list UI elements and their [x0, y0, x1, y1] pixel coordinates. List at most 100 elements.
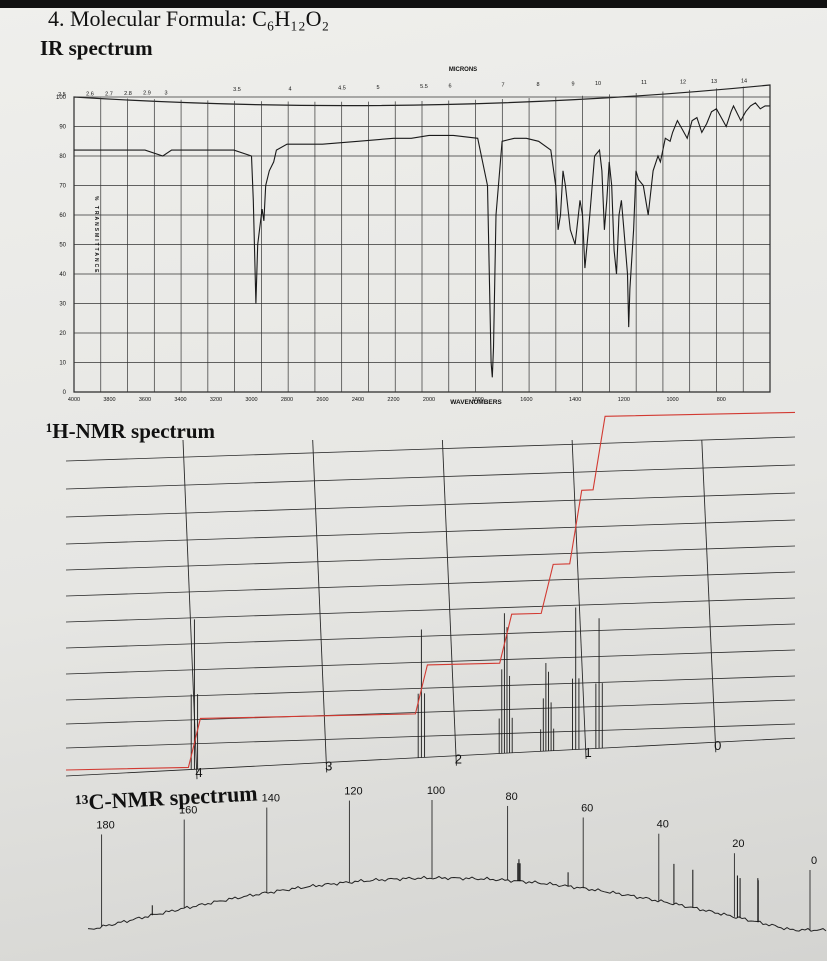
ir-micron-tick-label: 6	[448, 84, 451, 90]
c-nmr-grid	[101, 800, 811, 930]
h-nmr-h-gridline	[65, 597, 796, 623]
ir-x-tick-label: 1400	[569, 397, 581, 403]
h-nmr-tick-labels: 4 3 2 1 0	[195, 738, 721, 780]
top-dark-edge	[0, 0, 827, 8]
h-nmr-h-gridline	[65, 649, 796, 675]
h-nmr-x-tick-label: 4	[195, 765, 202, 780]
ir-micron-tick-label: 3	[164, 90, 167, 96]
ir-y-tick-label: 70	[59, 184, 66, 190]
ir-micron-tick-label: 13	[711, 79, 717, 85]
h-nmr-x-tick-label: 1	[584, 745, 591, 760]
c-nmr-baseline	[87, 875, 827, 932]
h-nmr-h-gridline	[65, 436, 796, 462]
ir-x-tick-label: 3600	[139, 397, 151, 403]
ir-x-tick-label: 3400	[174, 397, 186, 403]
ir-y-tick-label: 0	[63, 390, 67, 396]
ir-y-tick-label: 30	[59, 302, 66, 308]
ir-y-tick-label: 60	[59, 213, 66, 219]
c-nmr-x-tick-label: 160	[179, 805, 197, 817]
ir-micron-tick-label: 8	[536, 82, 539, 88]
h-nmr-h-gridline	[65, 699, 796, 725]
ir-micron-tick-label: 2.9	[143, 91, 151, 97]
h-nmr-h-gridline	[65, 545, 796, 571]
ir-micron-tick-label: 5	[376, 85, 379, 91]
ir-y-tick-label: 80	[59, 154, 66, 160]
ir-x-tick-label: 1000	[666, 397, 678, 403]
c-nmr-x-tick-label: 100	[427, 785, 445, 797]
ir-y-tick-label: 10	[59, 361, 66, 367]
ir-micron-tick-label: 2.7	[105, 91, 113, 97]
ir-grid	[73, 84, 771, 393]
ir-micron-tick-label: 12	[680, 80, 686, 86]
c-nmr-x-tick-label: 20	[732, 838, 744, 850]
ir-micron-tick-label: 11	[641, 80, 647, 86]
c-nmr-x-tick-label: 80	[505, 791, 517, 803]
ir-x-tick-label: 1800	[472, 397, 484, 403]
ir-series-line	[74, 102, 770, 378]
ir-micron-tick-label: 2.6	[86, 92, 94, 98]
h-nmr-h-gridline	[65, 492, 796, 518]
c-nmr-x-tick-label: 180	[96, 819, 114, 831]
ir-x-tick-label: 2000	[423, 397, 435, 403]
h-nmr-x-tick-label: 0	[714, 738, 721, 753]
h-nmr-h-gridline	[65, 571, 796, 597]
h-nmr-v-gridline	[701, 439, 717, 753]
ir-x-tick-label: 4000	[68, 397, 80, 403]
ir-x-tick-label: 3200	[210, 397, 222, 403]
ir-y-tick-label: 40	[59, 272, 66, 278]
ir-micron-tick-label: 2.5	[58, 92, 66, 98]
h-nmr-integral-curve	[65, 411, 796, 771]
ir-micron-tick-label: 4	[288, 86, 291, 92]
ir-micron-tick-label: 10	[595, 81, 601, 87]
ir-x-tick-label: 3000	[245, 397, 257, 403]
ir-y-tick-label: 100	[56, 95, 67, 101]
h-nmr-h-gridline	[65, 675, 796, 701]
h-nmr-peaks	[190, 607, 603, 770]
h-nmr-x-tick-label: 2	[455, 752, 462, 767]
h-nmr-h-gridline	[65, 723, 796, 749]
ir-microns-label: MICRONS	[449, 67, 477, 73]
ir-x-tick-label: 2800	[281, 397, 293, 403]
ir-y-tick-label: 20	[59, 331, 66, 337]
ir-micron-tick-label: 4.5	[338, 85, 346, 91]
ir-micron-tick-label: 14	[741, 78, 747, 84]
ir-spectrum-title: IR spectrum	[40, 36, 153, 60]
ir-x-tick-label: 1200	[618, 397, 630, 403]
ir-micron-tick-label: 7	[501, 83, 504, 89]
h-nmr-h-gridline	[65, 623, 796, 649]
c-nmr-peaks	[151, 859, 759, 923]
ir-x-tick-label: 2200	[387, 397, 399, 403]
c-nmr-x-tick-label: 60	[581, 802, 593, 814]
h-nmr-x-tick-label: 3	[325, 758, 332, 773]
h-nmr-v-gridline	[312, 439, 328, 773]
ir-x-axis-label: WAVENUMBERS	[450, 399, 502, 406]
ir-y-axis-label: % TRANSMITTANCE	[93, 196, 99, 275]
ir-x-tick-label: 3800	[103, 397, 115, 403]
c-nmr-x-tick-label: 0	[811, 855, 817, 867]
c-nmr-x-tick-label: 140	[262, 793, 280, 805]
question-title: 4. Molecular Formula: C₆H₁₂O₂	[48, 6, 330, 31]
h-nmr-grid	[65, 436, 796, 780]
ir-micron-tick-label: 5.5	[420, 84, 428, 90]
h-nmr-baseline	[65, 737, 796, 777]
ir-x-tick-label: 2400	[352, 397, 364, 403]
c-nmr-tick-labels: 180 160 140 120 100 80 60 40 20 0	[96, 785, 817, 867]
h-nmr-spectrum-title: ¹H-NMR spectrum	[46, 419, 216, 443]
h-nmr-h-gridline	[65, 464, 796, 490]
c-nmr-x-tick-label: 120	[344, 786, 362, 798]
ir-x-tick-label: 800	[717, 397, 726, 403]
ir-x-tick-label: 1600	[520, 397, 532, 403]
ir-micron-tick-label: 2.8	[124, 91, 132, 97]
ir-frame	[73, 84, 771, 393]
ir-y-tick-label: 50	[59, 243, 66, 249]
ir-x-tick-label: 2600	[316, 397, 328, 403]
h-nmr-v-gridline	[441, 439, 457, 766]
h-nmr-v-gridline	[571, 439, 587, 759]
ir-micron-tick-label: 3.5	[233, 87, 241, 93]
ir-micron-tick-label: 9	[571, 81, 574, 87]
